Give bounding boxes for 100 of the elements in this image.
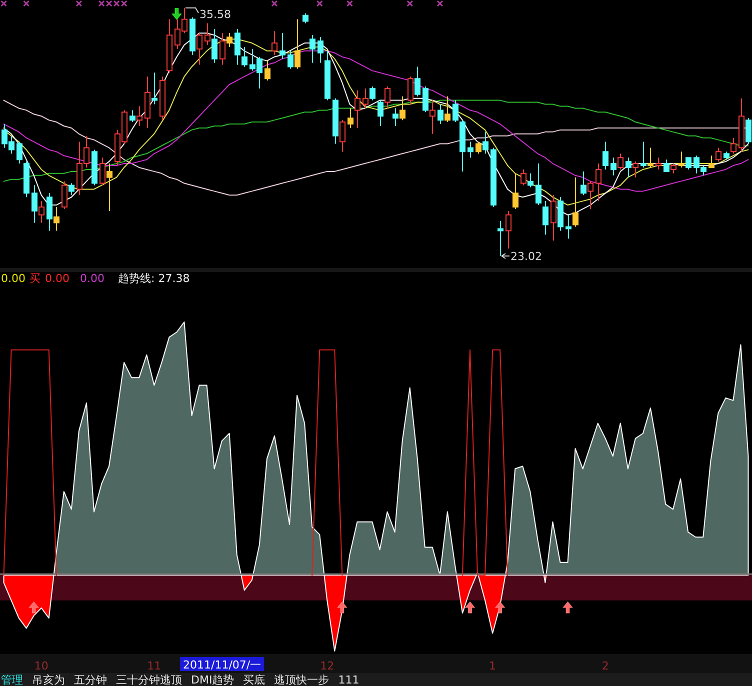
- candlestick: [280, 32, 286, 60]
- candlestick: [656, 157, 662, 170]
- candlestick: [506, 210, 512, 249]
- candlestick: [588, 180, 594, 210]
- candlestick: [738, 98, 744, 152]
- candlestick: [362, 88, 368, 109]
- text: 逃顶快一步: [274, 674, 330, 686]
- x-tick-label: 12: [320, 660, 334, 672]
- candlestick: [640, 141, 646, 168]
- text: 吊亥为: [32, 674, 65, 686]
- candlestick: [324, 50, 330, 101]
- candlestick: [438, 104, 444, 125]
- text: 买底: [243, 674, 266, 686]
- text: 管理: [1, 674, 23, 686]
- candlestick: [160, 76, 166, 121]
- candlestick: [354, 90, 360, 128]
- candlestick: [476, 141, 482, 154]
- x-tick-label: 10: [34, 660, 48, 672]
- candlestick: [400, 96, 406, 121]
- candlestick: [348, 108, 354, 128]
- candlestick: [242, 46, 248, 68]
- candlestick: [542, 200, 548, 236]
- candlestick: [610, 157, 616, 176]
- candlestick: [166, 18, 172, 74]
- candlestick: [294, 18, 300, 70]
- candlestick: [272, 30, 278, 56]
- candlestick: [408, 76, 414, 105]
- text: 趋势线: 27.38: [118, 272, 190, 285]
- text: 0.00: [1, 272, 26, 285]
- candlestick: [302, 12, 308, 24]
- candlestick: [288, 50, 294, 70]
- annotation: 23.02: [510, 250, 542, 263]
- candlestick: [136, 106, 142, 126]
- candlestick: [618, 153, 624, 170]
- candlestick: [264, 60, 270, 82]
- candlestick: [68, 182, 74, 196]
- text: 0.00: [45, 272, 70, 285]
- candlestick: [430, 100, 436, 134]
- candlestick: [392, 108, 398, 126]
- candlestick: [16, 141, 22, 164]
- candlestick: [130, 110, 136, 123]
- candlestick: [452, 100, 458, 123]
- candlestick: [100, 157, 106, 186]
- candlestick: [730, 137, 736, 154]
- candlestick: [370, 86, 376, 101]
- candlestick: [580, 170, 586, 196]
- candlestick: [144, 76, 150, 128]
- candlestick: [234, 28, 240, 66]
- text: 2011/11/07/一: [183, 658, 262, 672]
- candlestick: [648, 147, 654, 168]
- text: 三十分钟逃顶: [116, 674, 182, 686]
- candlestick: [528, 172, 534, 188]
- candlestick: [708, 155, 714, 168]
- candlestick: [46, 192, 52, 232]
- candlestick: [686, 157, 692, 170]
- candlestick: [566, 214, 572, 240]
- text: DMI趋势: [191, 674, 234, 686]
- candlestick: [716, 147, 722, 162]
- candlestick: [332, 98, 338, 144]
- candlestick: [196, 32, 202, 66]
- candlestick: [220, 32, 226, 66]
- candlestick: [310, 34, 316, 64]
- candlestick: [106, 163, 112, 212]
- candlestick: [482, 131, 488, 154]
- candlestick: [512, 172, 518, 210]
- candlestick: [62, 180, 68, 210]
- candlestick: [626, 157, 632, 178]
- candlestick: [24, 161, 30, 198]
- candlestick: [746, 118, 752, 144]
- x-tick-label: 11: [147, 660, 162, 672]
- candlestick: [498, 220, 504, 256]
- text: 五分钟: [74, 674, 107, 686]
- candlestick: [724, 151, 730, 160]
- candlestick: [38, 200, 44, 224]
- candlestick: [678, 151, 684, 168]
- candlestick: [152, 72, 158, 105]
- candlestick: [318, 36, 324, 64]
- candlestick: [490, 147, 496, 208]
- candlestick: [536, 163, 542, 206]
- candlestick: [550, 194, 556, 242]
- candlestick: [602, 141, 608, 170]
- candlestick: [190, 16, 196, 56]
- candlestick: [204, 22, 210, 46]
- candlestick: [632, 161, 638, 178]
- candlestick: [664, 159, 670, 172]
- candlestick: [32, 184, 38, 224]
- candlestick: [340, 120, 346, 152]
- candlestick: [422, 86, 428, 113]
- text: 111: [338, 674, 360, 686]
- annotation: 35.58: [200, 8, 231, 21]
- candlestick: [384, 86, 390, 109]
- candlestick: [226, 32, 232, 48]
- candlestick: [54, 206, 60, 232]
- candlestick: [414, 66, 420, 97]
- text: 0.00: [80, 272, 104, 285]
- x-tick-label: 2: [602, 660, 609, 672]
- candlestick: [468, 141, 474, 158]
- candlestick: [520, 168, 526, 186]
- candlestick: [92, 149, 98, 186]
- candlestick: [460, 120, 466, 172]
